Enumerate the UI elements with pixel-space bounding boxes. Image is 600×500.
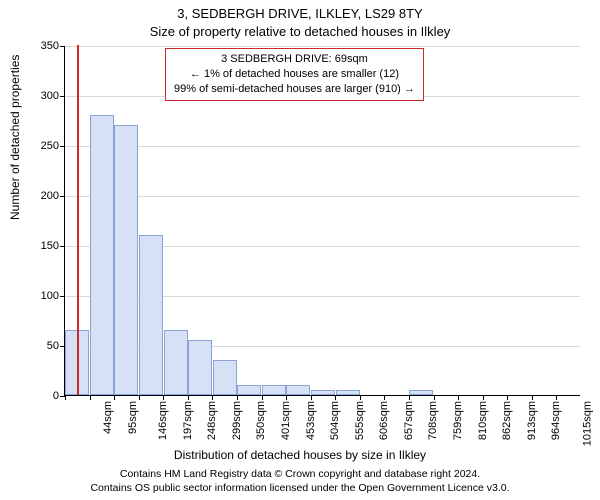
x-tick-label: 862sqm bbox=[501, 401, 513, 440]
x-tick-mark bbox=[262, 395, 263, 400]
x-tick-label: 606sqm bbox=[378, 401, 390, 440]
gridline bbox=[65, 196, 580, 197]
x-tick-mark bbox=[286, 395, 287, 400]
x-tick-mark bbox=[163, 395, 164, 400]
x-tick-label: 657sqm bbox=[403, 401, 415, 440]
x-tick-mark bbox=[90, 395, 91, 400]
x-tick-label: 708sqm bbox=[428, 401, 440, 440]
y-tick-mark bbox=[60, 96, 65, 97]
x-tick-mark bbox=[458, 395, 459, 400]
histogram-bar bbox=[213, 360, 237, 395]
histogram-bar bbox=[409, 390, 433, 395]
legend-line-2: ← 1% of detached houses are smaller (12) bbox=[174, 67, 415, 82]
x-tick-mark bbox=[532, 395, 533, 400]
histogram-bar bbox=[262, 385, 286, 395]
x-tick-label: 95sqm bbox=[127, 401, 139, 434]
footer-line-2: Contains OS public sector information li… bbox=[0, 482, 600, 496]
x-tick-label: 197sqm bbox=[182, 401, 194, 440]
x-tick-mark bbox=[409, 395, 410, 400]
x-axis-label: Distribution of detached houses by size … bbox=[0, 448, 600, 462]
y-tick-label: 350 bbox=[19, 40, 59, 52]
y-tick-label: 200 bbox=[19, 190, 59, 202]
x-tick-label: 146sqm bbox=[157, 401, 169, 440]
x-tick-label: 555sqm bbox=[354, 401, 366, 440]
x-tick-label: 504sqm bbox=[329, 401, 341, 440]
x-tick-mark bbox=[434, 395, 435, 400]
histogram-bar bbox=[237, 385, 261, 395]
x-tick-label: 964sqm bbox=[550, 401, 562, 440]
histogram-bar bbox=[114, 125, 138, 395]
x-tick-label: 401sqm bbox=[280, 401, 292, 440]
histogram-bar bbox=[164, 330, 188, 395]
y-tick-mark bbox=[60, 46, 65, 47]
x-tick-mark bbox=[311, 395, 312, 400]
y-tick-label: 50 bbox=[19, 340, 59, 352]
legend-line-3: 99% of semi-detached houses are larger (… bbox=[174, 82, 415, 97]
y-tick-mark bbox=[60, 196, 65, 197]
gridline bbox=[65, 146, 580, 147]
y-tick-label: 250 bbox=[19, 140, 59, 152]
x-tick-mark bbox=[335, 395, 336, 400]
chart-title-line2: Size of property relative to detached ho… bbox=[0, 24, 600, 39]
histogram-bar bbox=[188, 340, 212, 395]
legend-box: 3 SEDBERGH DRIVE: 69sqm ← 1% of detached… bbox=[165, 48, 424, 101]
y-tick-label: 100 bbox=[19, 290, 59, 302]
histogram-bar bbox=[311, 390, 335, 395]
footer-credits: Contains HM Land Registry data © Crown c… bbox=[0, 468, 600, 495]
histogram-bar bbox=[139, 235, 163, 395]
y-tick-label: 300 bbox=[19, 90, 59, 102]
x-tick-label: 299sqm bbox=[231, 401, 243, 440]
y-tick-mark bbox=[60, 246, 65, 247]
footer-line-1: Contains HM Land Registry data © Crown c… bbox=[0, 468, 600, 482]
x-tick-mark bbox=[384, 395, 385, 400]
chart-title-line1: 3, SEDBERGH DRIVE, ILKLEY, LS29 8TY bbox=[0, 6, 600, 21]
plot-area: 3 SEDBERGH DRIVE: 69sqm ← 1% of detached… bbox=[64, 46, 580, 396]
histogram-bar bbox=[90, 115, 114, 395]
x-tick-mark bbox=[556, 395, 557, 400]
x-tick-label: 913sqm bbox=[526, 401, 538, 440]
x-tick-label: 248sqm bbox=[206, 401, 218, 440]
x-tick-mark bbox=[237, 395, 238, 400]
x-tick-label: 44sqm bbox=[102, 401, 114, 434]
y-tick-label: 150 bbox=[19, 240, 59, 252]
x-tick-mark bbox=[188, 395, 189, 400]
x-tick-label: 810sqm bbox=[477, 401, 489, 440]
x-tick-mark bbox=[65, 395, 66, 400]
x-tick-mark bbox=[212, 395, 213, 400]
x-tick-mark bbox=[507, 395, 508, 400]
histogram-bar bbox=[336, 390, 360, 395]
x-tick-label: 350sqm bbox=[256, 401, 268, 440]
legend-line-1: 3 SEDBERGH DRIVE: 69sqm bbox=[174, 52, 415, 67]
y-tick-label: 0 bbox=[19, 390, 59, 402]
x-tick-label: 1015sqm bbox=[581, 401, 593, 446]
marker-line bbox=[77, 45, 79, 395]
gridline bbox=[65, 46, 580, 47]
x-tick-mark bbox=[360, 395, 361, 400]
page-root: 3, SEDBERGH DRIVE, ILKLEY, LS29 8TY Size… bbox=[0, 0, 600, 500]
y-tick-mark bbox=[60, 146, 65, 147]
x-tick-mark bbox=[483, 395, 484, 400]
y-tick-mark bbox=[60, 296, 65, 297]
x-tick-mark bbox=[139, 395, 140, 400]
x-tick-mark bbox=[114, 395, 115, 400]
x-tick-label: 453sqm bbox=[305, 401, 317, 440]
histogram-bar bbox=[286, 385, 310, 395]
x-tick-label: 759sqm bbox=[452, 401, 464, 440]
